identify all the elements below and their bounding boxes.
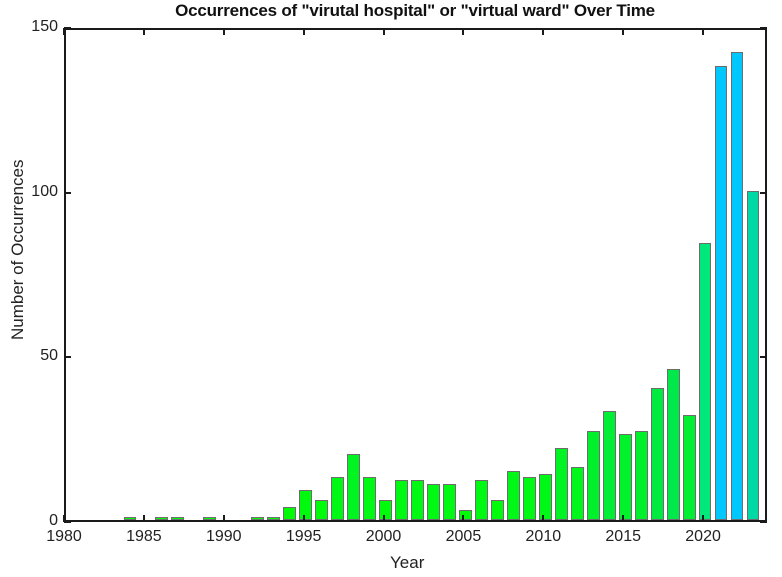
bar-2012 bbox=[570, 467, 584, 520]
x-tick-mark bbox=[142, 28, 145, 35]
bar-2015 bbox=[618, 434, 632, 520]
x-tick-label: 1995 bbox=[285, 528, 322, 545]
y-tick-mark bbox=[64, 521, 71, 523]
x-tick-mark bbox=[302, 28, 305, 35]
x-tick-label: 1990 bbox=[205, 528, 242, 545]
x-tick-mark bbox=[302, 515, 305, 522]
x-tick-label: 2000 bbox=[365, 528, 402, 545]
y-tick-mark bbox=[64, 191, 71, 194]
x-tick-label: 2010 bbox=[525, 528, 562, 545]
y-tick-label: 100 bbox=[31, 182, 58, 200]
x-tick-mark bbox=[702, 28, 705, 35]
chart-title: Occurrences of "virutal hospital" or "vi… bbox=[175, 1, 655, 20]
x-tick-mark bbox=[622, 515, 625, 522]
x-tick-label: 1980 bbox=[46, 528, 82, 545]
x-tick-label: 2015 bbox=[605, 528, 641, 545]
y-tick-mark bbox=[64, 27, 71, 29]
bar-2000 bbox=[379, 500, 392, 520]
x-tick-mark bbox=[142, 515, 145, 522]
bar-2018 bbox=[666, 368, 680, 520]
bar-1992 bbox=[251, 516, 265, 520]
x-axis-label: Year bbox=[390, 553, 425, 572]
bar-2003 bbox=[427, 483, 440, 520]
bar-2006 bbox=[475, 480, 488, 520]
bar-1993 bbox=[267, 516, 281, 520]
bar-2004 bbox=[443, 483, 456, 520]
bar-2016 bbox=[634, 431, 648, 520]
bar-1987 bbox=[171, 516, 185, 520]
bar-2002 bbox=[411, 480, 424, 520]
bar-1997 bbox=[331, 477, 344, 520]
bar-2010 bbox=[538, 473, 552, 520]
x-tick-mark bbox=[382, 515, 385, 522]
bar-2022 bbox=[730, 52, 744, 520]
x-tick-mark bbox=[63, 28, 65, 35]
bar-2014 bbox=[602, 411, 616, 520]
bar-2011 bbox=[554, 447, 568, 520]
x-tick-label: 2005 bbox=[445, 528, 482, 545]
bar-1984 bbox=[123, 516, 137, 520]
y-tick-mark bbox=[64, 356, 71, 359]
x-tick-mark bbox=[542, 28, 545, 35]
bar-2001 bbox=[395, 480, 408, 520]
bar-1995 bbox=[299, 490, 313, 520]
bar-2013 bbox=[586, 431, 600, 520]
bar-2020 bbox=[698, 243, 712, 520]
bar-2007 bbox=[490, 500, 504, 520]
bar-2017 bbox=[650, 388, 664, 520]
x-tick-mark bbox=[462, 28, 465, 35]
y-tick-mark bbox=[760, 27, 767, 29]
x-tick-mark bbox=[702, 515, 705, 522]
x-tick-mark bbox=[63, 515, 65, 522]
x-tick-mark bbox=[382, 28, 385, 35]
x-tick-mark bbox=[542, 515, 545, 522]
y-tick-mark bbox=[760, 521, 767, 523]
y-tick-label: 50 bbox=[40, 347, 58, 365]
y-tick-mark bbox=[760, 356, 767, 359]
bar-1996 bbox=[315, 500, 329, 520]
bar-2009 bbox=[522, 477, 536, 520]
x-tick-mark bbox=[222, 28, 225, 35]
y-tick-label: 0 bbox=[49, 512, 58, 529]
bar-2023 bbox=[746, 190, 760, 520]
x-tick-mark bbox=[222, 515, 225, 522]
bar-2021 bbox=[714, 65, 728, 520]
y-tick-mark bbox=[760, 191, 767, 194]
bar-1998 bbox=[347, 454, 360, 520]
x-tick-mark bbox=[462, 515, 465, 522]
y-tick-label: 150 bbox=[31, 18, 58, 35]
bar-1989 bbox=[203, 516, 217, 520]
plot-area bbox=[64, 28, 767, 522]
x-tick-label: 2020 bbox=[685, 528, 721, 545]
bar-2008 bbox=[506, 470, 520, 520]
bar-2019 bbox=[682, 414, 696, 520]
bar-2005 bbox=[459, 510, 472, 520]
bar-1986 bbox=[155, 516, 169, 520]
bar-1999 bbox=[363, 477, 376, 520]
y-axis-label: Number of Occurrences bbox=[8, 159, 27, 340]
x-tick-mark bbox=[622, 28, 625, 35]
bar-1994 bbox=[283, 506, 297, 520]
x-tick-label: 1985 bbox=[126, 528, 162, 545]
